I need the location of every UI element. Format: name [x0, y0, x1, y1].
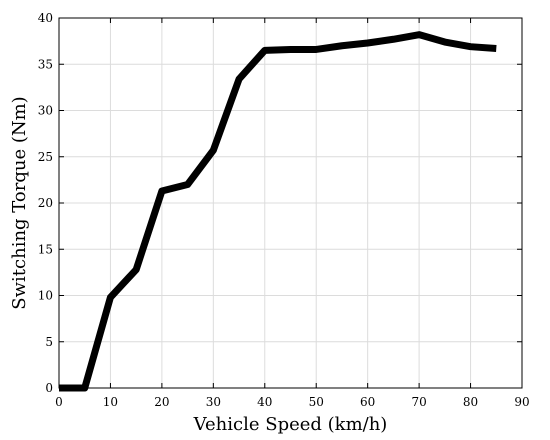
x-tick-label: 20 — [154, 395, 169, 409]
y-axis-title: Switching Torque (Nm) — [9, 96, 30, 309]
y-tick-label: 10 — [38, 289, 53, 303]
y-tick-label: 15 — [38, 242, 53, 256]
x-tick-label: 70 — [411, 395, 426, 409]
x-tick-label: 40 — [257, 395, 272, 409]
series-layer — [59, 31, 497, 392]
axis-ticks: 0 10 20 30 40 50 60 70 80 90 0 5 10 15 20 25 30 35 40 — [38, 11, 530, 409]
y-tick-label: 20 — [38, 196, 53, 210]
x-tick-label: 30 — [206, 395, 221, 409]
y-tick-label: 30 — [38, 104, 53, 118]
y-tick-label: 35 — [38, 57, 53, 71]
y-tick-label: 0 — [45, 381, 53, 395]
y-tick-label: 5 — [45, 335, 53, 349]
y-tick-label: 40 — [38, 11, 53, 25]
x-tick-label: 90 — [514, 395, 529, 409]
x-tick-label: 10 — [103, 395, 118, 409]
x-tick-label: 0 — [55, 395, 63, 409]
grid — [58, 17, 523, 389]
x-tick-label: 60 — [360, 395, 375, 409]
x-tick-label: 50 — [309, 395, 324, 409]
plot-frame — [58, 17, 523, 389]
y-tick-label: 25 — [38, 150, 53, 164]
x-axis-title: Vehicle Speed (km/h) — [193, 414, 388, 435]
x-tick-label: 80 — [463, 395, 478, 409]
series-line-0 — [59, 31, 497, 392]
